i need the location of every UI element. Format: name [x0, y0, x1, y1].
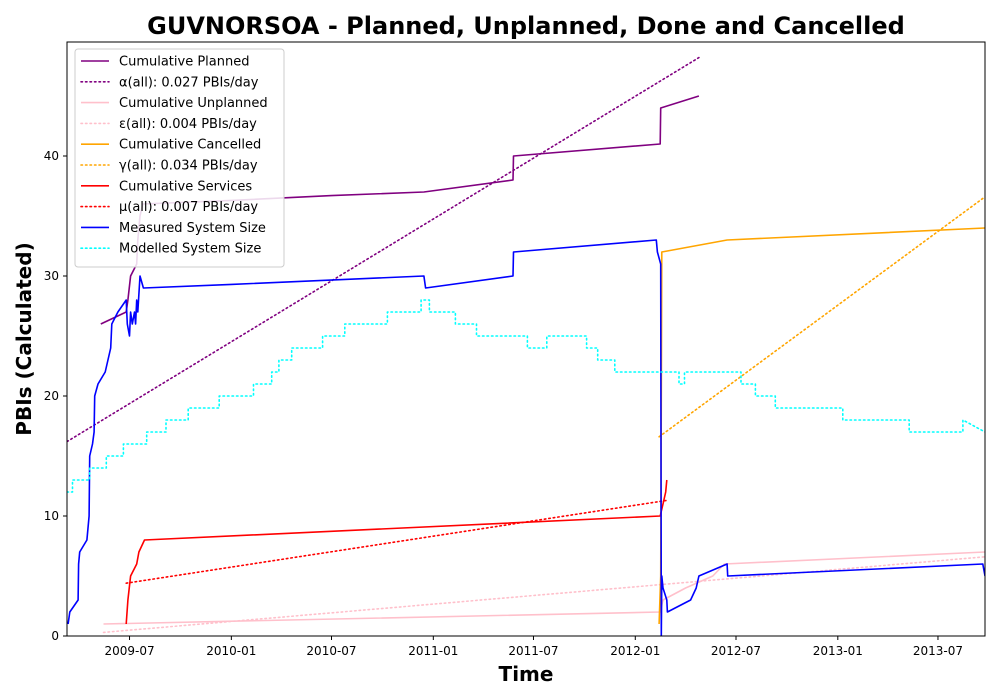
x-tick-label: 2011-01 [408, 644, 458, 658]
series-line-all-0-004-pbis-day [102, 555, 985, 634]
series-line-modelled-system-size [67, 299, 985, 493]
series-line-measured-system-size [67, 239, 985, 636]
legend-label-all-0-027-pbis-day: α(all): 0.027 PBIs/day [119, 75, 259, 90]
legend-label-all-0-004-pbis-day: ε(all): 0.004 PBIs/day [119, 117, 257, 132]
legend-label-cumulative-unplanned: Cumulative Unplanned [119, 96, 268, 111]
chart-title: GUVNORSOA - Planned, Unplanned, Done and… [147, 12, 905, 40]
legend-label-modelled-system-size: Modelled System Size [119, 242, 261, 257]
series-line-cumulative-cancelled [658, 227, 985, 625]
y-tick-label: 0 [51, 629, 59, 643]
y-tick-label: 30 [44, 269, 59, 283]
legend-label-cumulative-planned: Cumulative Planned [119, 55, 249, 70]
x-tick-label: 2010-07 [306, 644, 356, 658]
x-tick-label: 2009-07 [104, 644, 154, 658]
series-line-all-0-007-pbis-day [125, 499, 668, 585]
y-tick-label: 10 [44, 509, 59, 523]
legend-label-cumulative-cancelled: Cumulative Cancelled [119, 138, 261, 153]
x-tick-label: 2013-01 [813, 644, 863, 658]
legend: Cumulative Planned α(all): 0.027 PBIs/day… [74, 48, 285, 268]
legend-label-cumulative-services: Cumulative Services [119, 179, 252, 194]
series-layer [67, 56, 985, 636]
legend-label-all-0-007-pbis-day: μ(all): 0.007 PBIs/day [119, 200, 258, 215]
series-line-all-0-034-pbis-day [658, 196, 985, 438]
legend-label-measured-system-size: Measured System Size [119, 221, 266, 236]
x-axis-title: Time [499, 662, 554, 686]
legend-box [74, 48, 285, 268]
x-tick-label: 2011-07 [508, 644, 558, 658]
x-tick-label: 2013-07 [913, 644, 963, 658]
y-axis: 0 10 20 30 40 [44, 149, 67, 643]
plot-frame [66, 41, 986, 637]
legend-label-all-0-034-pbis-day: γ(all): 0.034 PBIs/day [119, 159, 258, 174]
series-line-all-0-027-pbis-day [67, 56, 700, 443]
y-tick-label: 20 [44, 389, 59, 403]
y-axis-title: PBIs (Calculated) [12, 242, 36, 435]
x-tick-label: 2012-07 [711, 644, 761, 658]
series-line-cumulative-services [125, 479, 668, 625]
x-tick-label: 2010-01 [206, 644, 256, 658]
x-axis: 2009-07 2010-01 2010-07 2011-01 2011-07 2012-… [104, 636, 963, 658]
y-tick-label: 40 [44, 149, 59, 163]
x-tick-label: 2012-01 [610, 644, 660, 658]
